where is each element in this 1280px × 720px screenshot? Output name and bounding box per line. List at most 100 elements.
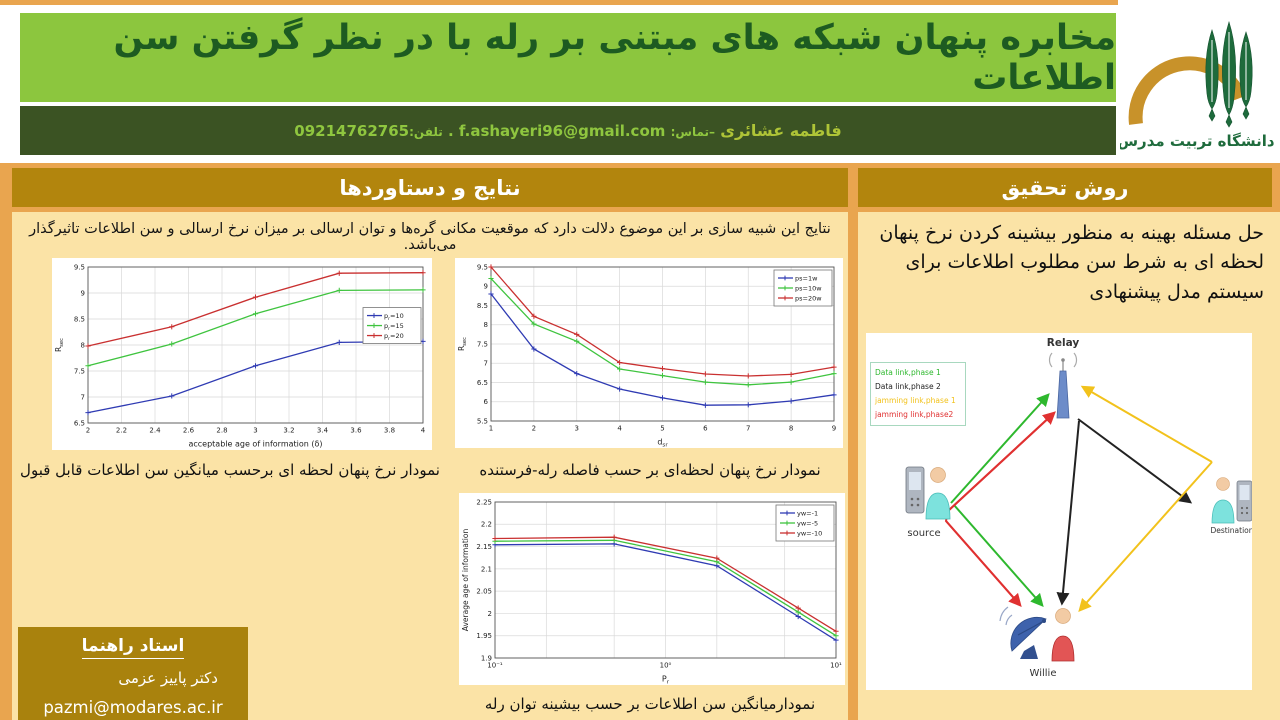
contact-label: –تماس: [670,125,716,139]
chart-covert-rate-vs-age: 2 2.2 2.4 2.6 2.8 3 3.2 3.4 3.6 3.8 4 6.5 7 7.5 8 8.5 9 9… [52,258,432,450]
jamming-link-phase2-path [944,412,1055,606]
svg-text:6.5: 6.5 [477,379,488,387]
svg-text:4: 4 [617,425,622,433]
supervisor-email: pazmi@modares.ac.ir [43,698,223,717]
chart-average-age-vs-relay-power: 10⁻¹ 10⁰ 10¹ 1.9 1.95 2 2.05 2.1 2.15 2.2 2.25 Pr Av… [459,493,845,686]
svg-text:yw=-10: yw=-10 [797,529,822,537]
svg-text:3.8: 3.8 [384,427,395,435]
source-person-icon [925,467,951,520]
jamming-link-phase2-willie-arrow [945,520,1022,607]
destination-label: Destination [1210,526,1252,535]
svg-text:Rsec: Rsec [54,338,65,352]
relay-label: Relay [1047,337,1080,349]
svg-text:8: 8 [81,341,85,349]
destination-person-icon [1211,477,1235,524]
svg-text:dsr: dsr [657,438,668,449]
svg-text:2.05: 2.05 [476,588,492,596]
system-model-svg: Relay source Destination [905,337,1254,679]
svg-text:2.1: 2.1 [481,565,492,573]
method-section-title: روش تحقیق [1001,175,1129,200]
svg-text:6: 6 [484,398,489,406]
svg-text:ps=20w: ps=20w [795,294,822,302]
jamming-link-phase1-willie-arrow [1078,461,1213,612]
svg-text:2: 2 [488,610,492,618]
svg-text:2.2: 2.2 [481,521,492,529]
svg-text:1: 1 [489,425,493,433]
data-link-phase1-source-relay-arrow [950,393,1050,504]
supervisor-title-wrap: استاد راهنما [18,636,248,659]
svg-text:ps=10w: ps=10w [795,284,822,292]
svg-text:8: 8 [484,321,488,329]
svg-text:6: 6 [703,425,708,433]
svg-text:3.2: 3.2 [283,427,294,435]
tmu-logo: دانشگاه تربیت مدرس [1120,20,1275,150]
svg-text:10¹: 10¹ [830,662,842,670]
poster-title: مخابره پنهان شبکه های مبتنی بر رله با در… [113,17,1117,98]
separator-dot: . [447,122,454,140]
svg-text:3.6: 3.6 [350,427,362,435]
willie-person-icon [1051,608,1075,662]
svg-text:9.5: 9.5 [74,263,85,271]
svg-text:6.5: 6.5 [74,419,85,427]
legend-data-link-phase1: Data link,phase 1 [875,368,941,377]
legend-jamming-link-phase2: jamming link,phase2 [875,409,954,419]
satellite-dish-icon [999,606,1047,659]
svg-text:3: 3 [253,427,257,435]
diagram-legend: Data link,phase 1 Data link,phase 2 jamm… [870,362,966,426]
supervisor-title: استاد راهنما [81,636,185,659]
phone-label: تلفن: [409,125,443,139]
svg-text:8.5: 8.5 [74,315,85,323]
svg-text:7.5: 7.5 [477,340,488,348]
jamming-link-phase2-relay-arrow [947,411,1056,512]
svg-text:acceptable age of information: acceptable age of information (δ) [188,440,322,449]
diagram-links [944,385,1213,612]
svg-text:8.5: 8.5 [477,302,488,310]
university-logo-panel: دانشگاه تربیت مدرس [1118,0,1278,161]
svg-text:7.5: 7.5 [74,367,85,375]
chart3-caption: نمودارمیانگین سن اطلاعات بر حسب بیشینه ت… [484,695,816,713]
svg-text:1.9: 1.9 [481,654,492,662]
chart-average-age-vs-relay-power-svg: 10⁻¹ 10⁰ 10¹ 1.9 1.95 2 2.05 2.1 2.15 2.2 2.25 Pr Av… [461,498,842,685]
supervisor-box: استاد راهنما دکتر پاییز عزمی pazmi@modar… [18,627,248,720]
chart2-caption: نمودار نرخ پنهان لحظه‌ای بر حسب فاصله رل… [479,461,821,479]
svg-text:7: 7 [746,425,750,433]
logo-tree-highlights [1211,32,1247,108]
svg-text:ps=1w: ps=1w [795,274,818,282]
svg-text:2.8: 2.8 [216,427,227,435]
svg-text:9: 9 [484,283,488,291]
author-name: فاطمه عشائری [720,121,842,140]
relay-antenna-icon [1048,352,1078,419]
author-band: فاطمه عشائری –تماس: f.ashayeri96@gmail.c… [20,106,1116,155]
data-link-phase1-source-willie-arrow [953,504,1044,607]
author-phone: 09214762765 [294,122,410,140]
willie-label: Willie [1030,668,1057,679]
svg-text:9: 9 [81,289,85,297]
svg-text:8: 8 [789,425,793,433]
svg-text:2: 2 [532,425,536,433]
svg-text:10⁻¹: 10⁻¹ [487,662,503,670]
svg-text:Average age of information: Average age of information [461,529,470,632]
svg-text:10⁰: 10⁰ [660,662,672,670]
source-phone-icon [905,466,925,514]
legend-jamming-link-phase1: jamming link,phase 1 [875,395,956,405]
poster-title-band: مخابره پنهان شبکه های مبتنی بر رله با در… [20,13,1116,102]
svg-text:7: 7 [81,393,85,401]
svg-text:2.15: 2.15 [476,543,492,551]
top-border-strip [0,0,1118,5]
svg-text:2.2: 2.2 [116,427,127,435]
svg-text:4: 4 [421,427,426,435]
system-model-diagram: Relay source Destination [866,333,1254,690]
svg-text:pr=20: pr=20 [384,332,404,342]
svg-text:yw=-1: yw=-1 [797,509,818,517]
results-section-bar: نتایج و دستاوردها [12,168,848,207]
author-email: f.ashayeri96@gmail.com [458,122,666,140]
svg-text:2.25: 2.25 [476,498,492,506]
svg-text:1.95: 1.95 [476,632,492,640]
svg-text:9: 9 [832,425,836,433]
chart-covert-rate-vs-distance: 1 2 3 4 5 6 7 8 9 5.5 6 6.5 7 7.5 8 8.5 9 9.5 dsr Rsec ps=1w… [455,258,843,449]
svg-text:pr=15: pr=15 [384,322,404,332]
svg-text:2.6: 2.6 [183,427,195,435]
svg-text:2.4: 2.4 [149,427,161,435]
jamming-link-phase1-relay-arrow [1080,385,1213,463]
method-section-bar: روش تحقیق [858,168,1272,207]
